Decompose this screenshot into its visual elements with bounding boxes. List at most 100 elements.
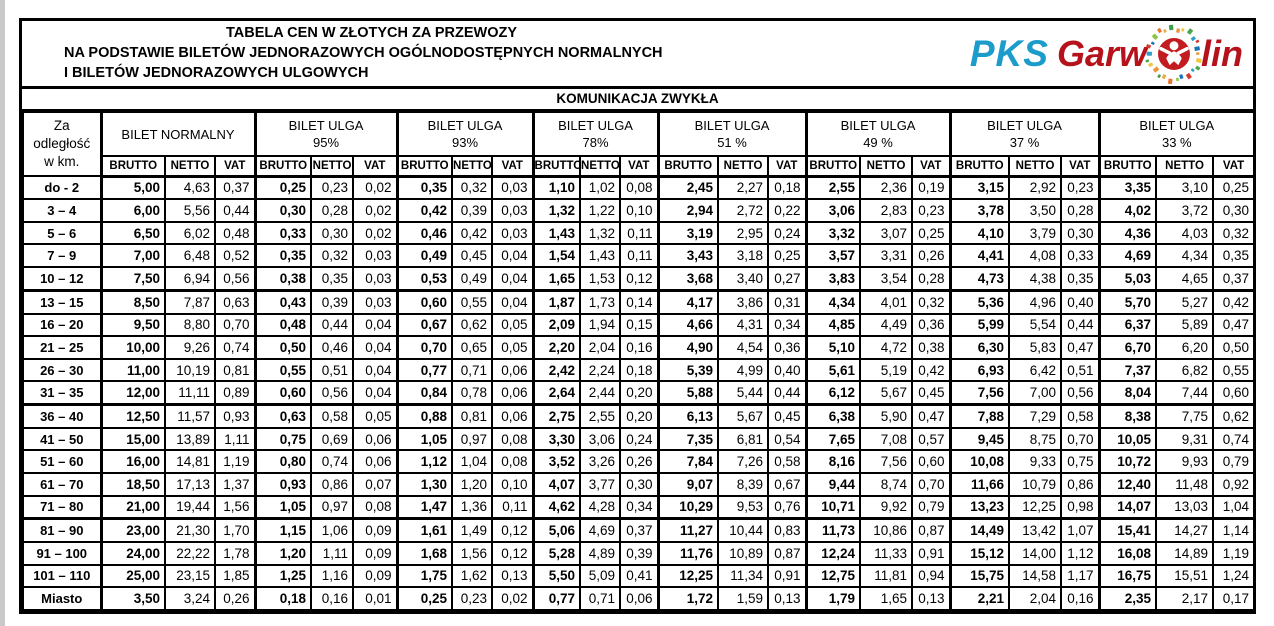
price-cell: 1,78 (213, 541, 257, 566)
price-cell: 0,25 (253, 174, 313, 201)
price-cell: 1,43 (579, 243, 622, 269)
price-cell: 24,00 (99, 541, 166, 566)
price-cell: 3,50 (99, 586, 166, 611)
price-cell: 8,38 (1097, 403, 1158, 429)
price-cell: 9,50 (99, 312, 166, 338)
price-cell: 7,87 (164, 289, 216, 315)
price-cell: 5,67 (859, 380, 914, 407)
price-cell: 4,36 (1097, 220, 1158, 246)
price-cell: 15,41 (1097, 517, 1158, 544)
price-cell: 4,99 (717, 357, 770, 383)
price-cell: 9,44 (804, 472, 862, 497)
price-cell: 0,06 (352, 449, 399, 474)
price-cell: 0,67 (395, 312, 454, 338)
price-cell: 5,99 (948, 312, 1011, 338)
price-cell: 0,71 (451, 357, 494, 383)
price-cell: 0,67 (767, 472, 808, 497)
price-cell: 0,22 (767, 198, 808, 223)
price-cell: 14,58 (1008, 563, 1063, 589)
price-cell: 14,81 (164, 449, 216, 474)
price-cell: 0,54 (767, 426, 808, 452)
price-cell: 1,12 (1060, 541, 1101, 566)
price-cell: 0,58 (1060, 403, 1101, 429)
price-cell: 0,04 (352, 335, 399, 360)
price-cell: 12,00 (99, 380, 166, 407)
price-cell: 8,04 (1097, 380, 1158, 407)
price-cell: 0,97 (451, 426, 494, 452)
price-cell: 0,08 (491, 449, 535, 474)
price-cell: 0,03 (352, 243, 399, 269)
price-cell: 0,28 (1060, 198, 1101, 223)
price-cell: 6,02 (164, 220, 216, 246)
price-cell: 1,16 (310, 563, 355, 589)
price-cell: 4,65 (1155, 266, 1215, 292)
price-cell: 14,49 (948, 517, 1011, 544)
price-cell: 1,65 (531, 266, 582, 292)
price-cell: 7,84 (656, 449, 720, 474)
price-cell: 0,60 (253, 380, 313, 407)
price-cell: 0,17 (1212, 586, 1256, 611)
column-header-netto: NETTO (1155, 155, 1215, 178)
price-cell: 1,56 (213, 494, 257, 521)
distance-range-cell: 7 – 9 (22, 243, 102, 269)
title-line-2: NA PODSTAWIE BILETÓW JEDNORAZOWYCH OGÓLN… (64, 45, 663, 61)
price-cell: 7,75 (1155, 403, 1215, 429)
price-cell: 7,88 (948, 403, 1011, 429)
price-cell: 1,37 (213, 472, 257, 497)
price-cell: 1,53 (579, 266, 622, 292)
price-cell: 0,16 (619, 335, 660, 360)
distance-range-cell: 101 – 110 (22, 563, 102, 589)
price-cell: 0,06 (352, 426, 399, 452)
price-cell: 1,02 (579, 174, 622, 201)
price-cell: 0,05 (491, 312, 535, 338)
price-cell: 0,56 (310, 380, 355, 407)
price-cell: 0,30 (619, 472, 660, 497)
price-cell: 5,19 (859, 357, 914, 383)
price-cell: 0,55 (451, 289, 494, 315)
price-cell: 2,35 (1097, 586, 1158, 611)
price-cell: 17,13 (164, 472, 216, 497)
table-row: 41 – 50 15,00 13,89 1,11 0,75 0,69 0,06 1,05 0,9… (22, 426, 1256, 452)
price-cell: 0,32 (451, 174, 494, 201)
price-cell: 4,02 (1097, 198, 1158, 223)
price-cell: 0,05 (352, 403, 399, 429)
price-cell: 0,04 (491, 243, 535, 269)
price-cell: 0,52 (213, 243, 257, 269)
price-cell: 0,35 (253, 243, 313, 269)
price-cell: 0,35 (1060, 266, 1101, 292)
price-cell: 0,91 (911, 541, 952, 566)
price-cell: 7,56 (948, 380, 1011, 407)
price-cell: 3,52 (531, 449, 582, 474)
price-cell: 3,06 (804, 198, 862, 223)
price-cell: 3,72 (1155, 198, 1215, 223)
price-cell: 0,02 (491, 586, 535, 611)
price-cell: 3,40 (717, 266, 770, 292)
price-cell: 4,01 (859, 289, 914, 315)
price-cell: 4,63 (164, 174, 216, 201)
price-cell: 6,38 (804, 403, 862, 429)
distance-range-cell: 21 – 25 (22, 335, 102, 360)
price-cell: 0,87 (911, 517, 952, 544)
price-cell: 6,30 (948, 335, 1011, 360)
price-cell: 0,39 (619, 541, 660, 566)
price-cell: 0,09 (352, 517, 399, 544)
price-cell: 0,93 (213, 403, 257, 429)
price-cell: 10,86 (859, 517, 914, 544)
price-cell: 0,55 (253, 357, 313, 383)
column-header-brutto: BRUTTO (395, 155, 454, 178)
price-cell: 19,44 (164, 494, 216, 521)
price-cell: 22,22 (164, 541, 216, 566)
price-cell: 5,54 (1008, 312, 1063, 338)
price-cell: 3,26 (579, 449, 622, 474)
price-cell: 1,68 (395, 541, 454, 566)
price-cell: 8,80 (164, 312, 216, 338)
price-cell: 1,87 (531, 289, 582, 315)
price-cell: 4,34 (804, 289, 862, 315)
column-header-brutto: BRUTTO (948, 155, 1011, 178)
price-cell: 0,07 (352, 472, 399, 497)
price-cell: 8,75 (1008, 426, 1063, 452)
price-cell: 0,80 (253, 449, 313, 474)
price-cell: 10,71 (804, 494, 862, 521)
price-cell: 1,04 (1212, 494, 1256, 521)
group-header-7: BILET ULGA 33 % (1097, 111, 1256, 157)
